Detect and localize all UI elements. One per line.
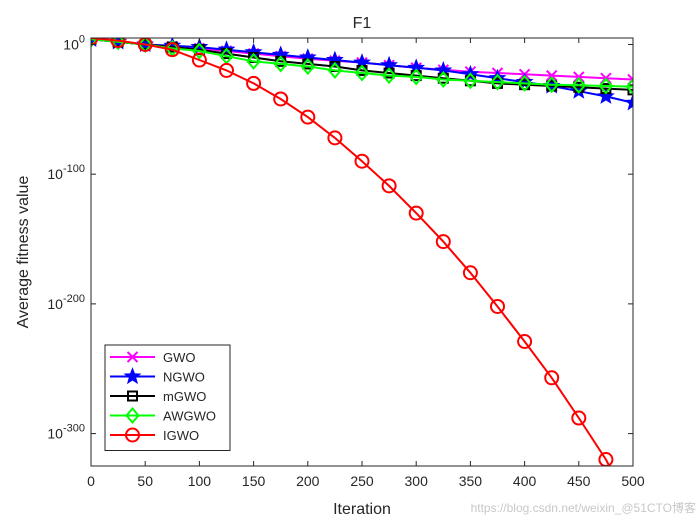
x-tick-label: 0 bbox=[87, 473, 95, 489]
legend-label-ngwo: NGWO bbox=[163, 370, 205, 385]
data-point-gwo bbox=[545, 69, 558, 82]
data-point-igwo bbox=[598, 452, 614, 466]
data-point-awgwo bbox=[435, 70, 451, 89]
data-point-igwo bbox=[164, 42, 180, 58]
x-tick-label: 150 bbox=[242, 473, 266, 489]
legend-item-gwo: GWO bbox=[110, 350, 196, 365]
legend-marker-igwo bbox=[125, 427, 140, 443]
data-point-igwo bbox=[408, 205, 424, 221]
data-point-awgwo bbox=[598, 77, 614, 95]
data-point-igwo bbox=[544, 370, 560, 386]
legend-marker-gwo bbox=[126, 351, 139, 363]
chart-title: F1 bbox=[353, 15, 372, 32]
y-tick-label: 10-100 bbox=[47, 163, 85, 182]
legend-marker-ngwo bbox=[123, 367, 142, 385]
x-tick-label: 450 bbox=[567, 473, 591, 489]
legend-item-igwo: IGWO bbox=[110, 427, 199, 443]
x-tick-label: 50 bbox=[137, 473, 153, 489]
data-point-igwo bbox=[300, 109, 316, 125]
data-point-awgwo bbox=[571, 76, 587, 94]
y-tick-label: 10-300 bbox=[47, 423, 85, 442]
data-point-igwo bbox=[435, 234, 451, 250]
x-tick-label: 400 bbox=[513, 473, 537, 489]
data-point-igwo bbox=[327, 130, 343, 146]
x-tick-label: 200 bbox=[296, 473, 320, 489]
y-tick-label: 10-200 bbox=[47, 293, 85, 312]
legend-item-ngwo: NGWO bbox=[110, 367, 205, 385]
legend-label-igwo: IGWO bbox=[163, 428, 199, 443]
data-point-igwo bbox=[137, 38, 153, 52]
data-point-awgwo bbox=[327, 61, 343, 79]
data-point-igwo bbox=[490, 298, 505, 314]
data-point-awgwo bbox=[192, 42, 207, 60]
legend-marker-awgwo bbox=[125, 406, 140, 425]
x-tick-label: 300 bbox=[405, 473, 429, 489]
watermark: https://blog.csdn.net/weixin_@51CTO博客 bbox=[471, 500, 696, 515]
series-igwo bbox=[91, 38, 614, 466]
data-point-igwo bbox=[571, 410, 587, 426]
legend-item-awgwo: AWGWO bbox=[110, 406, 216, 425]
data-point-igwo bbox=[110, 38, 126, 49]
data-point-awgwo bbox=[544, 76, 560, 94]
series-line-mgwo bbox=[91, 38, 633, 91]
series-line-awgwo bbox=[91, 38, 633, 88]
data-point-awgwo bbox=[246, 52, 261, 70]
x-tick-label: 100 bbox=[188, 473, 212, 489]
data-point-ngwo bbox=[596, 87, 615, 104]
x-tick-label: 350 bbox=[459, 473, 483, 489]
data-point-awgwo bbox=[354, 64, 370, 82]
legend: GWO NGWO mGWO AWGWO IGWO bbox=[104, 344, 231, 451]
data-point-awgwo bbox=[490, 73, 505, 91]
data-point-igwo bbox=[354, 153, 370, 169]
data-point-awgwo bbox=[300, 57, 316, 76]
data-point-awgwo bbox=[273, 55, 289, 73]
legend-label-awgwo: AWGWO bbox=[163, 409, 216, 424]
data-point-igwo bbox=[219, 62, 234, 78]
x-tick-label: 250 bbox=[350, 473, 374, 489]
data-point-igwo bbox=[191, 52, 207, 68]
data-point-awgwo bbox=[381, 67, 397, 85]
y-tick-label: 100 bbox=[63, 33, 85, 52]
legend-marker-mgwo bbox=[127, 390, 138, 402]
data-point-igwo bbox=[381, 178, 397, 194]
series-line-igwo bbox=[91, 38, 611, 466]
x-tick-label: 500 bbox=[621, 473, 645, 489]
data-point-igwo bbox=[273, 91, 289, 107]
data-point-igwo bbox=[517, 333, 533, 349]
data-point-ngwo bbox=[569, 81, 588, 99]
data-point-igwo bbox=[246, 75, 262, 91]
data-point-awgwo bbox=[463, 72, 478, 90]
data-point-awgwo bbox=[408, 68, 424, 86]
x-axis-label: Iteration bbox=[333, 501, 391, 518]
data-point-awgwo bbox=[625, 78, 633, 96]
data-point-igwo bbox=[462, 265, 478, 281]
legend-label-gwo: GWO bbox=[163, 350, 196, 365]
y-axis-label: Average fitness value bbox=[15, 176, 32, 329]
legend-label-mgwo: mGWO bbox=[163, 389, 206, 404]
data-point-ngwo bbox=[624, 93, 633, 111]
legend-item-mgwo: mGWO bbox=[110, 389, 206, 404]
data-point-awgwo bbox=[517, 74, 532, 92]
